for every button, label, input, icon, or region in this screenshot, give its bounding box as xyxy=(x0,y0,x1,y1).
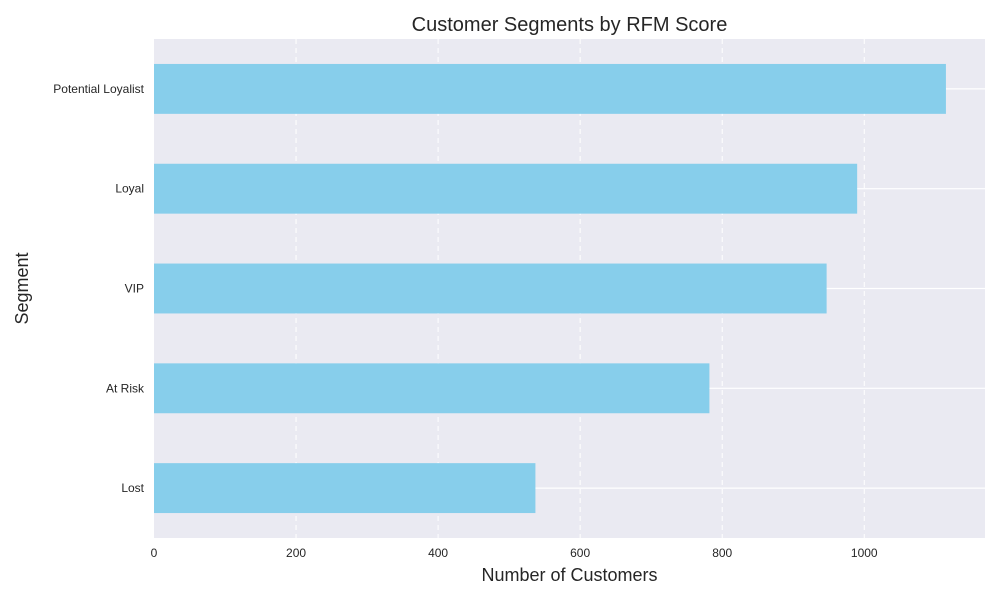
bar-layer xyxy=(154,63,946,514)
bar-lost xyxy=(154,463,536,514)
y-axis-title: Segment xyxy=(12,252,32,324)
x-tick-label: 1000 xyxy=(851,546,878,560)
x-tick-label: 400 xyxy=(428,546,448,560)
bar-at-risk xyxy=(154,363,710,414)
y-tick-label: Potential Loyalist xyxy=(53,82,144,96)
x-tick-labels: 0 200 400 600 800 1000 xyxy=(151,546,878,560)
x-tick-label: 0 xyxy=(151,546,158,560)
x-tick-label: 800 xyxy=(712,546,732,560)
y-tick-label: VIP xyxy=(125,282,144,296)
chart-title: Customer Segments by RFM Score xyxy=(412,14,728,36)
bar-loyal xyxy=(154,163,858,214)
bar-potential-loyalist xyxy=(154,63,946,114)
x-axis-title: Number of Customers xyxy=(481,565,657,585)
y-tick-labels: Lost At Risk VIP Loyal Potential Loyalist xyxy=(53,82,145,495)
x-tick-label: 600 xyxy=(570,546,590,560)
bar-vip xyxy=(154,263,827,314)
y-tick-label: Loyal xyxy=(115,182,144,196)
x-tick-label: 200 xyxy=(286,546,306,560)
y-tick-label: Lost xyxy=(121,481,144,495)
y-tick-label: At Risk xyxy=(106,381,145,395)
